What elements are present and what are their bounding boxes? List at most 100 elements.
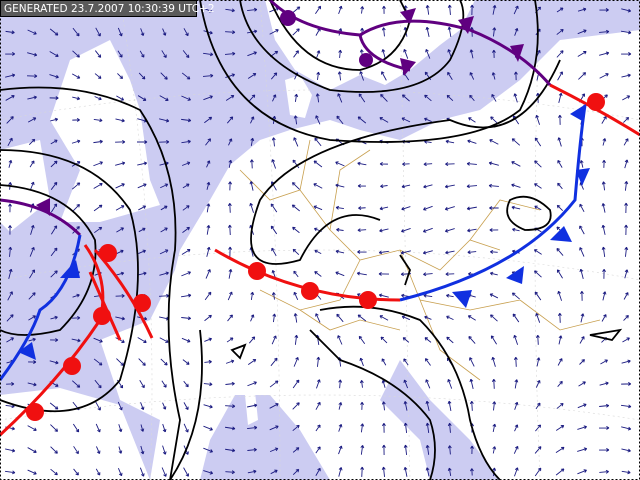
- wind-arrow: [5, 30, 15, 35]
- wind-arrow: [117, 401, 123, 411]
- wind-arrow: [203, 52, 214, 57]
- wind-arrow: [93, 358, 103, 366]
- wind-arrow: [402, 337, 410, 343]
- wind-arrow: [447, 467, 452, 477]
- wind-arrow: [227, 202, 232, 213]
- wind-arrow: [27, 29, 37, 35]
- wind-arrow: [577, 469, 587, 475]
- wind-arrow: [335, 271, 345, 277]
- wind-arrow: [27, 117, 37, 123]
- wind-arrow: [116, 271, 125, 276]
- wind-arrow: [269, 447, 279, 453]
- wind-arrow: [203, 404, 213, 409]
- wind-arrow: [558, 335, 563, 345]
- wind-arrow: [203, 425, 213, 431]
- wind-arrow: [490, 335, 497, 345]
- wind-arrow: [445, 139, 455, 144]
- wind-arrow: [293, 270, 299, 278]
- wind-arrow: [94, 379, 102, 389]
- wind-arrow: [488, 161, 499, 166]
- wind-arrow: [206, 181, 211, 190]
- wind-arrow: [29, 247, 35, 257]
- wind-arrow: [556, 247, 564, 256]
- wind-arrow: [380, 184, 388, 189]
- wind-arrow: [492, 401, 497, 411]
- wind-arrow: [49, 51, 59, 57]
- occluded-front-symbols: [36, 8, 524, 216]
- wind-arrow: [270, 203, 278, 213]
- country-borders: [239, 139, 601, 381]
- wind-arrow: [159, 249, 169, 255]
- wind-arrow: [356, 271, 367, 276]
- wind-arrow: [72, 118, 80, 122]
- wind-arrow: [555, 446, 565, 454]
- wind-arrow: [271, 247, 277, 257]
- wind-arrow: [115, 205, 125, 211]
- wind-arrow: [160, 183, 169, 189]
- wind-arrow: [381, 401, 386, 411]
- wind-arrow: [513, 356, 518, 367]
- wind-arrow: [360, 401, 364, 410]
- wind-arrow: [446, 315, 454, 321]
- wind-arrow: [181, 293, 192, 298]
- wind-arrow: [446, 293, 454, 298]
- wind-arrow: [247, 73, 257, 79]
- wind-arrow: [447, 378, 453, 389]
- wind-arrow: [422, 227, 433, 233]
- wind-arrow: [358, 206, 366, 211]
- wind-arrow: [140, 424, 145, 432]
- wind-arrow: [28, 315, 36, 321]
- wind-arrow: [291, 182, 300, 190]
- wind-arrow: [579, 290, 584, 301]
- wind-arrow: [382, 423, 386, 433]
- continent: [100, 30, 640, 480]
- wind-arrow: [512, 227, 520, 232]
- wind-arrow: [620, 30, 632, 35]
- front-symbol: [359, 291, 377, 309]
- wind-arrow: [228, 138, 233, 146]
- front-symbol: [26, 403, 44, 421]
- wind-arrow: [401, 228, 411, 233]
- wind-arrow: [292, 447, 300, 453]
- wind-arrow: [249, 202, 254, 213]
- wind-arrow: [469, 94, 475, 102]
- wind-arrow: [338, 49, 343, 58]
- wind-arrow: [93, 204, 103, 212]
- wind-arrow: [624, 202, 629, 213]
- front-symbol: [576, 168, 590, 186]
- wind-arrow: [160, 358, 168, 366]
- wind-arrow: [225, 73, 235, 78]
- wind-arrow: [160, 227, 168, 233]
- wind-arrow: [598, 426, 610, 430]
- wind-arrow: [403, 401, 408, 411]
- wind-arrow: [335, 183, 345, 188]
- wind-arrow: [620, 404, 632, 409]
- wind-arrow: [403, 379, 409, 389]
- wind-arrow: [534, 137, 542, 147]
- wind-arrow: [138, 205, 147, 211]
- wind-arrow: [93, 139, 103, 144]
- wind-arrow: [338, 402, 343, 410]
- wind-arrow: [117, 468, 123, 477]
- wind-arrow: [138, 358, 146, 366]
- wind-arrow: [423, 184, 433, 189]
- wind-arrow: [72, 50, 80, 58]
- wind-arrow: [599, 29, 610, 34]
- wind-arrow: [5, 448, 16, 453]
- wind-arrow: [50, 315, 58, 320]
- wind-arrow: [425, 49, 431, 59]
- wind-arrow: [423, 293, 433, 298]
- wind-arrow: [269, 380, 279, 388]
- wind-arrow: [50, 468, 58, 476]
- wind-arrow: [159, 118, 170, 123]
- wind-arrow: [360, 423, 365, 433]
- wind-arrow: [72, 96, 81, 101]
- wind-arrow: [139, 50, 145, 58]
- wind-arrow: [162, 402, 167, 410]
- wind-arrow: [94, 50, 102, 58]
- wind-arrow: [403, 358, 409, 366]
- wind-arrow: [535, 424, 542, 432]
- wind-arrow: [337, 71, 342, 81]
- wind-arrow: [358, 335, 366, 345]
- wind-arrow: [424, 337, 432, 343]
